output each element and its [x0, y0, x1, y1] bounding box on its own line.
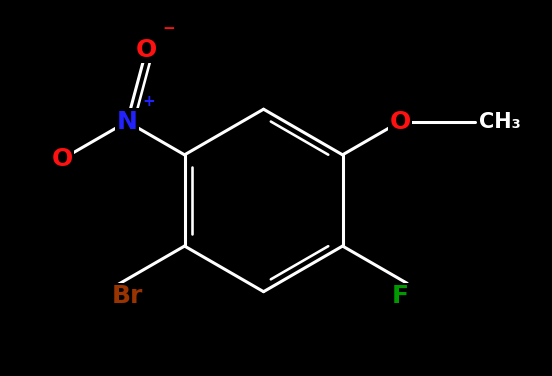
- Text: O: O: [52, 147, 73, 171]
- Text: −: −: [162, 21, 175, 36]
- Text: CH₃: CH₃: [479, 112, 521, 132]
- Text: N: N: [116, 110, 137, 133]
- Text: Br: Br: [112, 284, 143, 308]
- Text: O: O: [136, 38, 157, 62]
- Text: F: F: [391, 284, 408, 308]
- Text: +: +: [143, 94, 156, 109]
- Text: O: O: [389, 110, 411, 133]
